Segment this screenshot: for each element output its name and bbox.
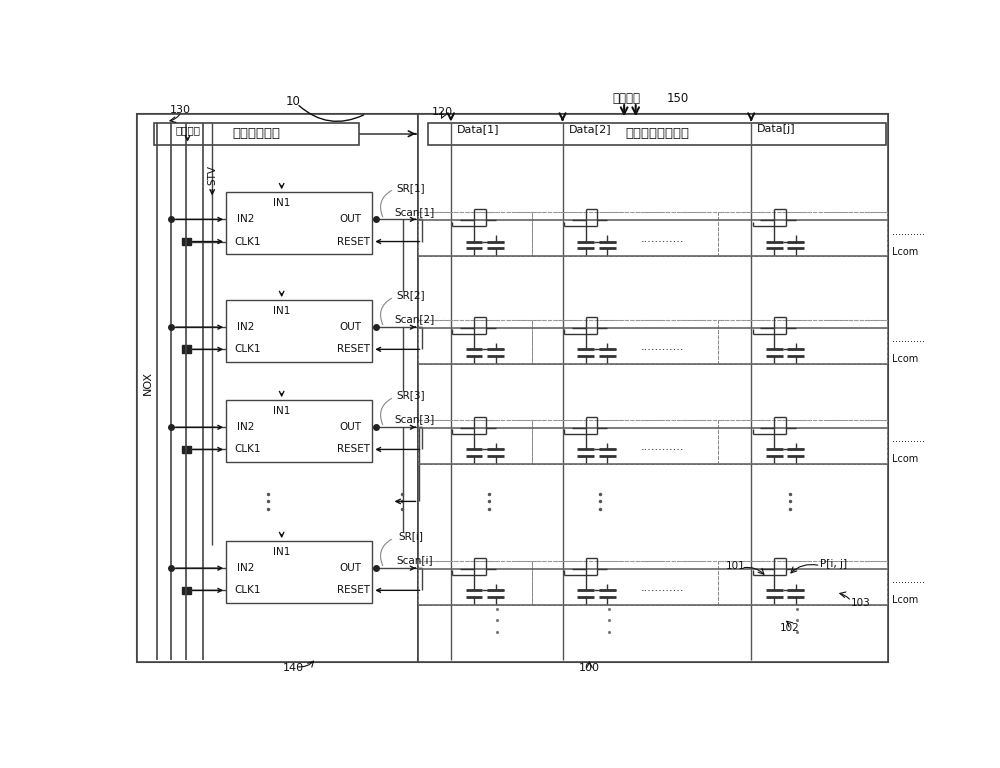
Text: OUT: OUT — [340, 322, 362, 333]
Bar — [182, 445, 191, 453]
Text: 140: 140 — [282, 663, 304, 673]
Text: Scan[2]: Scan[2] — [395, 314, 435, 324]
Text: IN1: IN1 — [273, 306, 290, 316]
Text: RESET: RESET — [337, 445, 370, 455]
Text: CLK1: CLK1 — [234, 237, 261, 247]
Text: IN2: IN2 — [237, 563, 254, 573]
Text: P[i, j]: P[i, j] — [820, 559, 848, 569]
Bar — [226, 300, 372, 362]
Bar — [718, 212, 887, 257]
Bar — [418, 320, 532, 364]
Bar — [718, 320, 887, 364]
Text: 图像信号: 图像信号 — [613, 92, 641, 104]
Bar — [532, 561, 718, 605]
Text: 150: 150 — [666, 92, 689, 104]
Bar — [532, 320, 718, 364]
Text: RESET: RESET — [337, 237, 370, 247]
Text: ............: ............ — [641, 234, 684, 244]
Text: ............: ............ — [641, 442, 684, 452]
Bar — [418, 114, 888, 662]
Bar — [182, 237, 191, 246]
Text: Data[1]: Data[1] — [457, 124, 500, 134]
Text: RESET: RESET — [337, 344, 370, 354]
Text: SR[i]: SR[i] — [398, 531, 423, 541]
Bar — [226, 192, 372, 254]
Text: ...........: ........... — [892, 227, 925, 237]
Text: 时钟信号: 时钟信号 — [175, 126, 200, 136]
Text: STV: STV — [207, 165, 217, 185]
Text: SR[2]: SR[2] — [397, 290, 425, 300]
Text: ...........: ........... — [892, 435, 925, 445]
Text: Data[2]: Data[2] — [569, 124, 611, 134]
Bar — [532, 420, 718, 464]
Text: CLK1: CLK1 — [234, 585, 261, 595]
Text: ............: ............ — [641, 583, 684, 593]
Text: 时序控制电路: 时序控制电路 — [232, 127, 280, 141]
Text: 120: 120 — [432, 108, 453, 118]
Text: Data[j]: Data[j] — [757, 124, 796, 134]
Text: ............: ............ — [641, 342, 684, 352]
Bar — [182, 587, 191, 594]
Bar — [418, 212, 532, 257]
Text: IN2: IN2 — [237, 322, 254, 333]
Text: 数据信号提供电路: 数据信号提供电路 — [625, 127, 689, 141]
Text: Scan[i]: Scan[i] — [396, 555, 433, 565]
Text: IN1: IN1 — [273, 406, 290, 416]
Bar — [137, 114, 418, 662]
Text: 10: 10 — [286, 95, 300, 108]
Text: CLK1: CLK1 — [234, 344, 261, 354]
Text: 101: 101 — [726, 561, 746, 571]
Text: OUT: OUT — [340, 214, 362, 224]
Text: Scan[3]: Scan[3] — [395, 415, 435, 425]
Text: Scan[1]: Scan[1] — [395, 207, 435, 217]
Text: IN1: IN1 — [273, 547, 290, 557]
Bar — [718, 420, 887, 464]
Text: IN2: IN2 — [237, 422, 254, 432]
Text: RESET: RESET — [337, 585, 370, 595]
Text: ...........: ........... — [892, 575, 925, 585]
Bar — [428, 123, 886, 144]
Text: OUT: OUT — [340, 422, 362, 432]
Bar — [418, 420, 532, 464]
Text: SR[1]: SR[1] — [397, 183, 425, 193]
Text: ...........: ........... — [892, 334, 925, 344]
Bar — [154, 123, 358, 144]
Bar — [718, 561, 887, 605]
Bar — [226, 541, 372, 603]
Text: Lcom: Lcom — [892, 354, 918, 364]
Text: 100: 100 — [579, 663, 600, 673]
Text: IN1: IN1 — [273, 198, 290, 208]
Text: 130: 130 — [170, 105, 191, 115]
Bar — [226, 400, 372, 462]
Text: OUT: OUT — [340, 563, 362, 573]
Text: Lcom: Lcom — [892, 595, 918, 605]
Bar — [532, 212, 718, 257]
Text: SR[3]: SR[3] — [397, 391, 425, 401]
Bar — [418, 561, 532, 605]
Text: Lcom: Lcom — [892, 455, 918, 465]
Text: CLK1: CLK1 — [234, 445, 261, 455]
Text: NOX: NOX — [143, 371, 153, 396]
Text: IN2: IN2 — [237, 214, 254, 224]
Bar — [182, 346, 191, 353]
Text: 102: 102 — [780, 623, 800, 633]
Text: 103: 103 — [851, 598, 871, 607]
Text: Lcom: Lcom — [892, 247, 918, 257]
